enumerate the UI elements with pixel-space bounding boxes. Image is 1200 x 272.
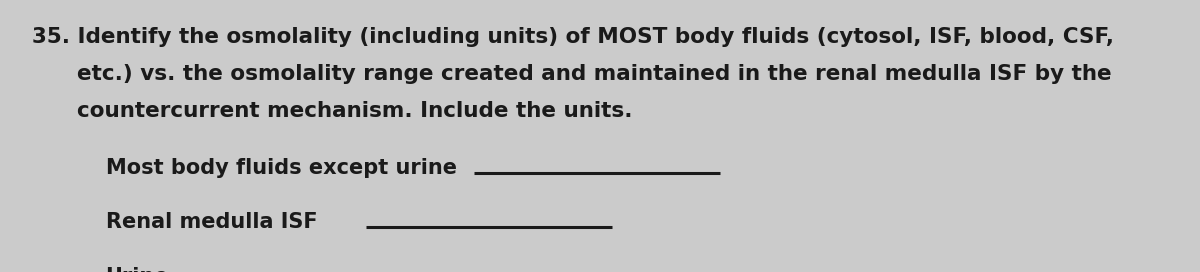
Text: etc.) vs. the osmolality range created and maintained in the renal medulla ISF b: etc.) vs. the osmolality range created a… [32, 64, 1112, 84]
Text: countercurrent mechanism. Include the units.: countercurrent mechanism. Include the un… [32, 101, 632, 121]
Text: Most body fluids except urine: Most body fluids except urine [106, 158, 457, 178]
Text: Urine: Urine [106, 267, 169, 272]
Text: Renal medulla ISF: Renal medulla ISF [106, 212, 317, 232]
Text: 35. Identify the osmolality (including units) of MOST body fluids (cytosol, ISF,: 35. Identify the osmolality (including u… [32, 27, 1115, 47]
